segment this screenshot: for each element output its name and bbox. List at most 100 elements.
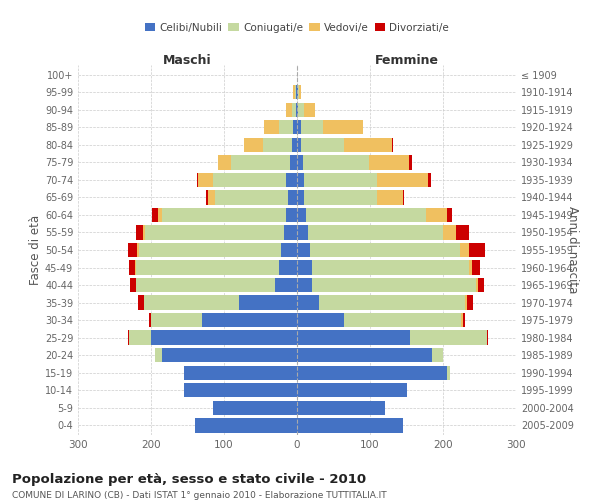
Bar bbox=[297, 120, 301, 134]
Bar bbox=[143, 226, 145, 239]
Bar bbox=[467, 296, 473, 310]
Bar bbox=[279, 120, 293, 134]
Bar bbox=[478, 278, 484, 292]
Bar bbox=[162, 348, 297, 362]
Bar bbox=[136, 260, 279, 274]
Bar bbox=[293, 85, 295, 100]
Bar bbox=[432, 348, 443, 362]
Text: Maschi: Maschi bbox=[163, 54, 212, 67]
Bar bbox=[392, 138, 394, 152]
Bar bbox=[463, 313, 465, 328]
Bar bbox=[128, 330, 129, 345]
Bar bbox=[297, 102, 298, 117]
Bar bbox=[304, 172, 377, 187]
Bar bbox=[306, 208, 426, 222]
Bar bbox=[232, 155, 290, 170]
Bar bbox=[410, 330, 487, 345]
Bar bbox=[472, 260, 479, 274]
Bar bbox=[151, 313, 202, 328]
Bar bbox=[213, 172, 286, 187]
Bar bbox=[304, 102, 315, 117]
Bar bbox=[368, 155, 409, 170]
Bar bbox=[296, 85, 297, 100]
Bar bbox=[487, 330, 488, 345]
Bar bbox=[319, 296, 465, 310]
Bar bbox=[195, 418, 297, 432]
Bar bbox=[297, 418, 403, 432]
Bar bbox=[295, 85, 296, 100]
Bar bbox=[301, 138, 344, 152]
Bar bbox=[244, 138, 263, 152]
Bar bbox=[199, 172, 213, 187]
Bar bbox=[215, 190, 288, 204]
Bar bbox=[129, 330, 151, 345]
Bar bbox=[297, 278, 311, 292]
Bar bbox=[456, 226, 469, 239]
Bar bbox=[426, 208, 446, 222]
Bar bbox=[239, 296, 297, 310]
Bar bbox=[208, 190, 215, 204]
Bar bbox=[297, 348, 432, 362]
Bar bbox=[310, 243, 460, 257]
Bar bbox=[377, 190, 403, 204]
Bar bbox=[446, 208, 452, 222]
Bar bbox=[275, 278, 297, 292]
Y-axis label: Fasce di età: Fasce di età bbox=[29, 215, 42, 285]
Bar bbox=[298, 102, 304, 117]
Bar bbox=[279, 260, 297, 274]
Bar bbox=[184, 366, 297, 380]
Bar bbox=[296, 102, 297, 117]
Bar bbox=[145, 226, 284, 239]
Bar bbox=[465, 296, 467, 310]
Bar bbox=[344, 313, 461, 328]
Bar bbox=[138, 296, 144, 310]
Bar bbox=[297, 313, 344, 328]
Text: Popolazione per età, sesso e stato civile - 2010: Popolazione per età, sesso e stato civil… bbox=[12, 472, 366, 486]
Bar bbox=[297, 296, 319, 310]
Bar bbox=[344, 138, 392, 152]
Bar bbox=[403, 190, 404, 204]
Bar bbox=[263, 138, 292, 152]
Y-axis label: Anni di nascita: Anni di nascita bbox=[566, 206, 579, 294]
Bar bbox=[144, 296, 239, 310]
Bar bbox=[299, 85, 301, 100]
Bar bbox=[184, 383, 297, 398]
Bar bbox=[297, 172, 304, 187]
Bar bbox=[129, 260, 135, 274]
Bar bbox=[206, 190, 208, 204]
Bar bbox=[136, 226, 143, 239]
Bar bbox=[286, 102, 292, 117]
Bar bbox=[446, 366, 450, 380]
Bar bbox=[149, 313, 151, 328]
Bar bbox=[288, 190, 297, 204]
Bar bbox=[311, 260, 469, 274]
Bar bbox=[323, 120, 363, 134]
Bar bbox=[137, 243, 139, 257]
Bar bbox=[311, 278, 476, 292]
Bar bbox=[158, 208, 162, 222]
Legend: Celibi/Nubili, Coniugati/e, Vedovi/e, Divorziati/e: Celibi/Nubili, Coniugati/e, Vedovi/e, Di… bbox=[140, 18, 454, 36]
Bar bbox=[284, 226, 297, 239]
Bar bbox=[476, 278, 478, 292]
Bar bbox=[293, 120, 297, 134]
Bar bbox=[297, 85, 298, 100]
Text: COMUNE DI LARINO (CB) - Dati ISTAT 1° gennaio 2010 - Elaborazione TUTTITALIA.IT: COMUNE DI LARINO (CB) - Dati ISTAT 1° ge… bbox=[12, 491, 386, 500]
Bar bbox=[377, 172, 428, 187]
Bar bbox=[197, 172, 199, 187]
Bar bbox=[304, 190, 377, 204]
Bar bbox=[301, 120, 323, 134]
Bar bbox=[292, 138, 297, 152]
Bar bbox=[286, 208, 297, 222]
Bar bbox=[297, 190, 304, 204]
Bar bbox=[303, 155, 368, 170]
Bar bbox=[461, 313, 463, 328]
Bar bbox=[297, 330, 410, 345]
Bar bbox=[152, 208, 158, 222]
Bar bbox=[469, 260, 472, 274]
Text: Femmine: Femmine bbox=[374, 54, 439, 67]
Bar bbox=[297, 383, 407, 398]
Bar bbox=[443, 226, 456, 239]
Bar bbox=[202, 313, 297, 328]
Bar bbox=[264, 120, 279, 134]
Bar bbox=[139, 243, 281, 257]
